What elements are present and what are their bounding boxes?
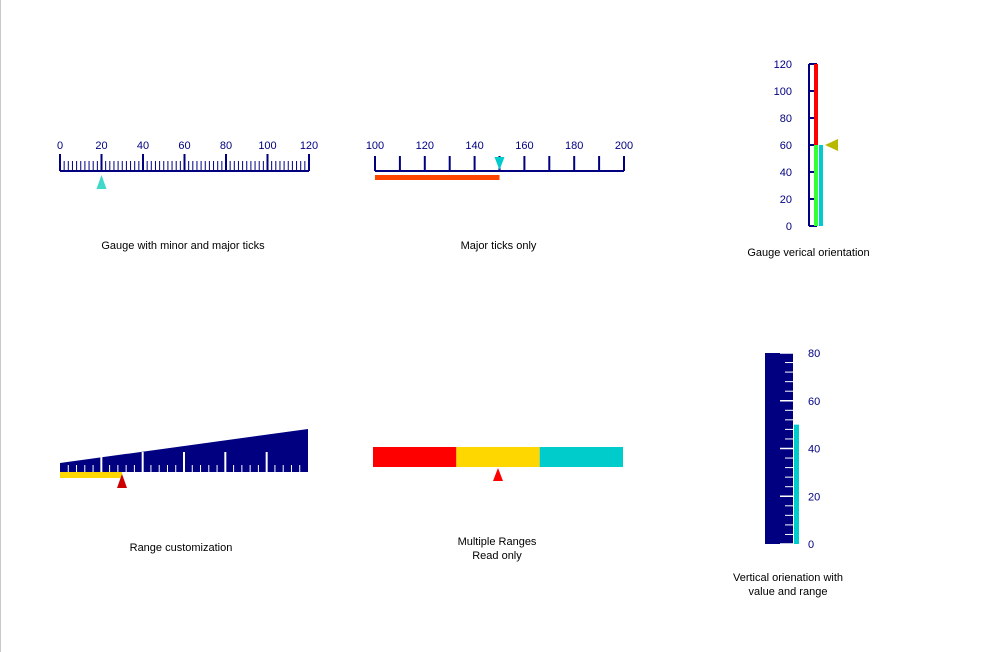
tick-label: 120 [416, 140, 434, 152]
gauge-4-caption: Range customization [129, 542, 233, 554]
tick-label: 60 [780, 140, 792, 152]
gauge-5-caption-line-1: Multiple Ranges [457, 536, 537, 548]
value-range-bar [794, 424, 799, 544]
gauge-1-scale: 0 20 40 60 80 100 120 [57, 140, 318, 189]
tick-label: 180 [565, 140, 583, 152]
tick-label: 200 [615, 140, 633, 152]
pointer-triangle-left-icon [825, 139, 838, 151]
gauge-1-caption: Gauge with minor and major ticks [101, 240, 265, 252]
tick-label: 0 [808, 539, 814, 551]
pointer-triangle-up-icon [117, 474, 127, 488]
range-segment-cyan [539, 447, 623, 467]
pointer-triangle-up-icon [493, 468, 503, 481]
gauge-3-caption: Gauge verical orientation [747, 247, 870, 259]
range-bar [60, 472, 122, 478]
gauge-2-caption: Major ticks only [460, 240, 537, 252]
tick-label: 160 [515, 140, 533, 152]
gauge-6-caption: Vertical orienation with value and range [720, 571, 856, 599]
tick-label: 80 [220, 140, 232, 152]
gauge-5-caption: Multiple Ranges Read only [437, 535, 557, 563]
pointer-triangle-down-icon [494, 157, 505, 170]
tick-label: 100 [258, 140, 276, 152]
tick-label: 40 [780, 167, 792, 179]
pointer-triangle-up-icon [96, 175, 107, 189]
range-segment-red [373, 447, 457, 467]
range-segment-gold [456, 447, 540, 467]
gauge-5-caption-line-2: Read only [472, 550, 522, 562]
tapered-scale-band [60, 429, 308, 472]
range-band-red [814, 64, 818, 145]
tick-label: 0 [57, 140, 63, 152]
tick-label: 20 [808, 491, 820, 503]
tick-label: 60 [178, 140, 190, 152]
tick-label: 80 [808, 348, 820, 360]
tick-label: 0 [786, 221, 792, 233]
tick-label: 120 [774, 59, 792, 71]
tick-label: 60 [808, 396, 820, 408]
tick-label: 100 [774, 86, 792, 98]
gauge-2-scale: 100 120 140 160 180 200 [366, 140, 633, 180]
range-bar [375, 175, 500, 180]
gauge-6-scale: 0 20 40 60 80 [765, 348, 820, 551]
window-left-border [0, 0, 1, 652]
tick-label: 20 [95, 140, 107, 152]
range-band-green [814, 145, 818, 226]
value-bar [819, 145, 823, 226]
tick-label: 120 [300, 140, 318, 152]
tick-label: 100 [366, 140, 384, 152]
gauge-3-scale: 0 20 40 60 80 100 120 [774, 59, 838, 233]
tick-label: 140 [465, 140, 483, 152]
gauge-6-caption-line-2: value and range [748, 586, 828, 598]
gauge-6-caption-line-1: Vertical orienation with [732, 572, 844, 584]
tick-label: 40 [808, 444, 820, 456]
tick-label: 20 [780, 194, 792, 206]
tick-label: 40 [137, 140, 149, 152]
gauge-4-scale [60, 429, 308, 488]
tick-label: 80 [780, 113, 792, 125]
gauge-5-scale [373, 447, 623, 481]
